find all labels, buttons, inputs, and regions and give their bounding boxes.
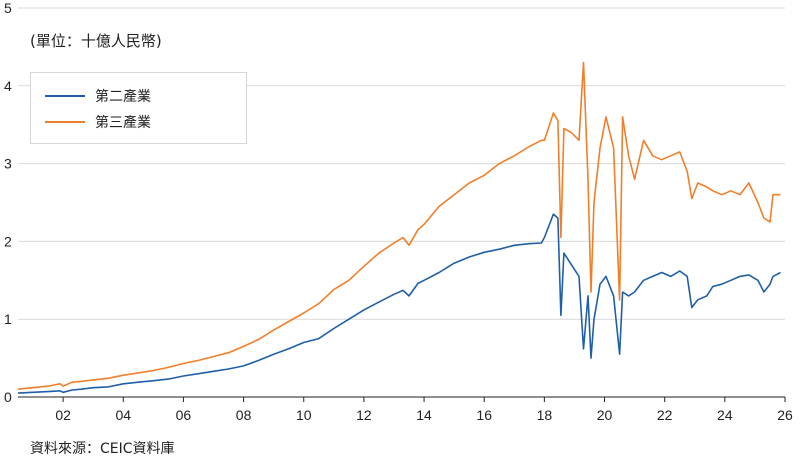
source-note: 資料來源：CEIC資料庫 bbox=[30, 441, 175, 457]
x-tick-label-14: 14 bbox=[416, 407, 432, 423]
x-tick-label-26: 26 bbox=[777, 407, 793, 423]
legend-swatch-tertiary bbox=[45, 121, 85, 123]
x-tick-labels: 02 04 06 08 10 12 14 16 18 20 22 24 26 bbox=[55, 407, 793, 423]
x-tick-label-10: 10 bbox=[296, 407, 312, 423]
legend-label-secondary: 第二產業 bbox=[95, 89, 151, 105]
legend: 第二產業 第三產業 bbox=[30, 72, 247, 144]
y-tick-label-5: 5 bbox=[4, 0, 12, 16]
series-line-0 bbox=[17, 213, 781, 394]
axes bbox=[18, 396, 786, 402]
x-tick-label-16: 16 bbox=[476, 407, 492, 423]
grid-lines bbox=[18, 7, 785, 320]
unit-label: (單位：十億人民幣) bbox=[30, 32, 162, 50]
y-tick-labels: 0 1 2 3 4 5 bbox=[4, 0, 12, 405]
x-tick-label-08: 08 bbox=[236, 407, 252, 423]
x-tick-label-22: 22 bbox=[657, 407, 673, 423]
y-tick-label-4: 4 bbox=[4, 78, 12, 94]
legend-item-tertiary: 第三產業 bbox=[45, 111, 151, 133]
series-line-1 bbox=[17, 61, 781, 390]
x-tick-label-02: 02 bbox=[55, 407, 71, 423]
x-tick-label-20: 20 bbox=[597, 407, 613, 423]
x-tick-label-12: 12 bbox=[356, 407, 372, 423]
x-tick-label-18: 18 bbox=[537, 407, 553, 423]
legend-item-secondary: 第二產業 bbox=[45, 85, 151, 107]
y-tick-label-2: 2 bbox=[4, 233, 12, 249]
y-tick-label-1: 1 bbox=[4, 311, 12, 327]
series-lines bbox=[17, 61, 781, 394]
x-tick-label-06: 06 bbox=[176, 407, 192, 423]
y-tick-label-0: 0 bbox=[4, 389, 12, 405]
y-tick-label-3: 3 bbox=[4, 156, 12, 172]
legend-label-tertiary: 第三產業 bbox=[95, 115, 151, 131]
legend-swatch-secondary bbox=[45, 95, 85, 97]
x-tick-label-24: 24 bbox=[717, 407, 733, 423]
x-tick-label-04: 04 bbox=[115, 407, 131, 423]
